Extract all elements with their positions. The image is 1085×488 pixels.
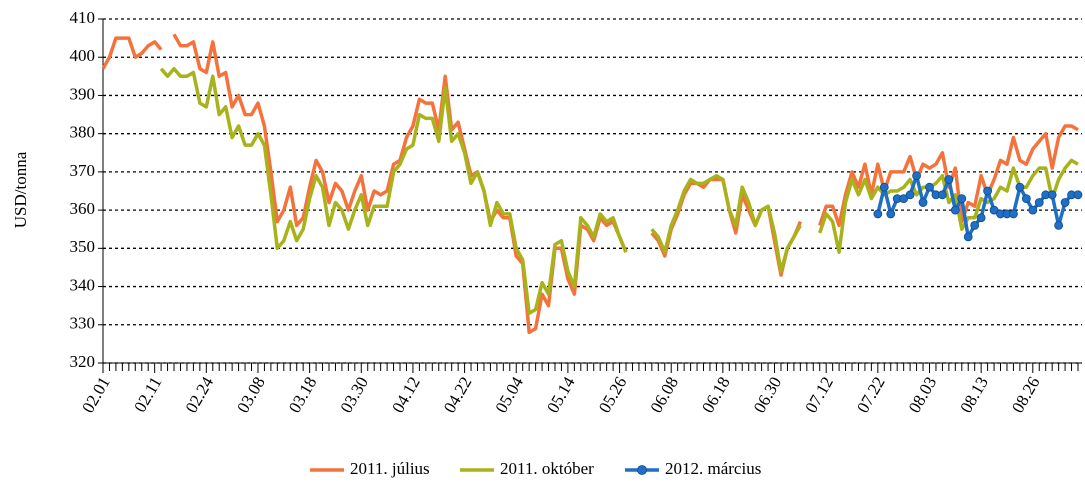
y-tick-label: 410 [70, 8, 96, 27]
series-line [101, 36, 163, 70]
series-line [159, 66, 628, 316]
y-tick-label: 390 [70, 84, 96, 103]
series-marker [1028, 205, 1038, 215]
x-tick-label: 08.13 [956, 373, 992, 416]
y-tick-label: 330 [70, 314, 96, 333]
series-marker [873, 209, 883, 219]
y-tick-label: 350 [70, 237, 96, 256]
series-marker [899, 194, 909, 204]
y-tick-label: 380 [70, 123, 96, 142]
x-tick-label: 02.24 [182, 373, 218, 416]
legend-marker [637, 465, 647, 475]
series-marker [1054, 220, 1064, 230]
x-tick-label: 02.11 [130, 373, 165, 415]
series-marker [976, 213, 986, 223]
x-tick-label: 07.12 [801, 373, 837, 416]
x-tick-label: 08.03 [905, 373, 941, 416]
series-marker [1021, 194, 1031, 204]
x-tick-label: 06.30 [750, 373, 786, 416]
series-marker [950, 205, 960, 215]
series-marker [983, 186, 993, 196]
legend-label: 2011. október [500, 459, 594, 478]
series-marker [989, 205, 999, 215]
series-marker [1073, 190, 1083, 200]
series-line [650, 173, 802, 274]
series-marker [1060, 198, 1070, 207]
series-marker [970, 220, 980, 230]
y-tick-label: 320 [70, 352, 96, 371]
y-tick-label: 400 [70, 46, 96, 65]
series-line [818, 158, 1079, 254]
series-line [172, 33, 628, 335]
x-tick-label: 03.30 [337, 373, 373, 416]
series-marker [912, 171, 921, 181]
series-marker [938, 190, 947, 200]
x-tick-label: 03.08 [233, 373, 269, 416]
x-tick-label: 03.18 [285, 373, 321, 416]
x-tick-label: 05.04 [492, 373, 528, 416]
series-marker [1047, 190, 1057, 200]
x-tick-label: 08.26 [1008, 373, 1044, 416]
series-marker [944, 175, 954, 184]
y-tick-label: 370 [70, 161, 96, 180]
series-marker [925, 182, 934, 192]
x-tick-label: 06.18 [698, 373, 734, 416]
series-marker [1034, 198, 1044, 207]
series-marker [886, 209, 896, 219]
y-tick-label: 340 [70, 275, 96, 294]
x-tick-label: 06.08 [646, 373, 682, 416]
y-axis-label: USD/tonna [11, 151, 30, 228]
series-marker [963, 232, 973, 242]
x-tick-label: 02.01 [78, 373, 114, 416]
series-marker [879, 182, 889, 192]
legend-label: 2011. július [350, 459, 430, 478]
series-marker [918, 198, 928, 207]
series-marker [957, 194, 967, 204]
series-marker [1009, 209, 1018, 219]
x-tick-label: 05.26 [595, 373, 631, 416]
legend-label: 2012. március [665, 459, 761, 478]
series-marker [1015, 182, 1025, 192]
y-tick-label: 360 [70, 199, 96, 218]
x-tick-label: 04.12 [388, 373, 424, 416]
series-marker [905, 190, 915, 200]
x-tick-label: 05.14 [543, 373, 579, 416]
x-tick-label: 04.22 [440, 373, 476, 416]
x-tick-label: 07.22 [853, 373, 889, 416]
